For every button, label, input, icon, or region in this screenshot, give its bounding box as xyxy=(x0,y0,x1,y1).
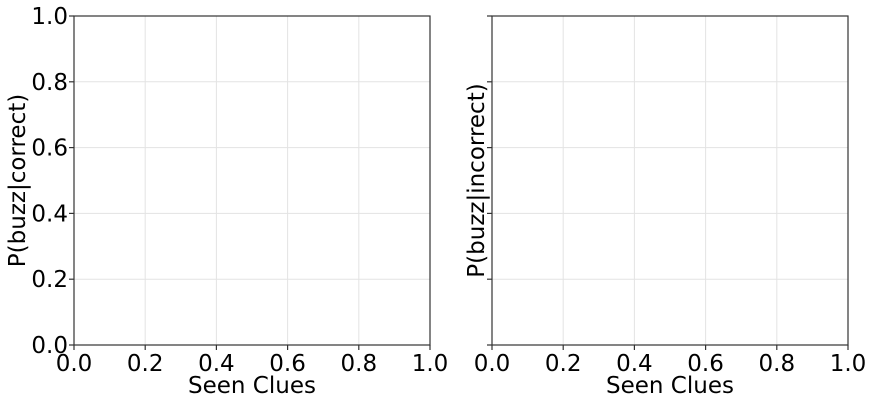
x-axis-label: Seen Clues xyxy=(606,373,734,399)
x-tick-label: 1.0 xyxy=(830,351,867,377)
x-tick-label: 0.2 xyxy=(127,351,164,377)
x-tick-label: 0.6 xyxy=(269,351,306,377)
x-tick-label: 0.0 xyxy=(56,351,93,377)
chart-panel-2: 0.0 0.2 0.4 0.6 0.8 1.0 Seen Clues P(buzz|incor… xyxy=(464,15,867,399)
x-tick-label: 0.0 xyxy=(474,351,511,377)
y-tick-label: 0.6 xyxy=(31,136,68,162)
y-tick-label: 0.4 xyxy=(31,201,68,227)
plot-frame xyxy=(491,15,849,346)
y-axis-label: P(buzz|correct) xyxy=(5,94,31,267)
y-tick-label: 0.8 xyxy=(31,70,68,96)
y-tick-label: 0.0 xyxy=(31,333,68,359)
y-axis-label: P(buzz|incorrect) xyxy=(464,83,490,277)
x-tick-label: 0.8 xyxy=(341,351,378,377)
x-tick-label: 0.6 xyxy=(687,351,724,377)
x-tick-label: 1.0 xyxy=(412,351,449,377)
plot-frame xyxy=(73,15,431,346)
x-tick-label: 0.8 xyxy=(759,351,796,377)
chart-panel-1: 0.0 0.2 0.4 0.6 0.8 1.0 0.0 0.2 0.4 0.6 0.8 1.0 Seen… xyxy=(5,4,448,399)
x-tick-label: 0.4 xyxy=(198,351,235,377)
y-tick-label: 1.0 xyxy=(31,4,68,30)
y-tick-label: 0.2 xyxy=(31,267,68,293)
x-tick-label: 0.4 xyxy=(616,351,653,377)
x-axis-label: Seen Clues xyxy=(188,373,316,399)
x-tick-label: 0.2 xyxy=(545,351,582,377)
